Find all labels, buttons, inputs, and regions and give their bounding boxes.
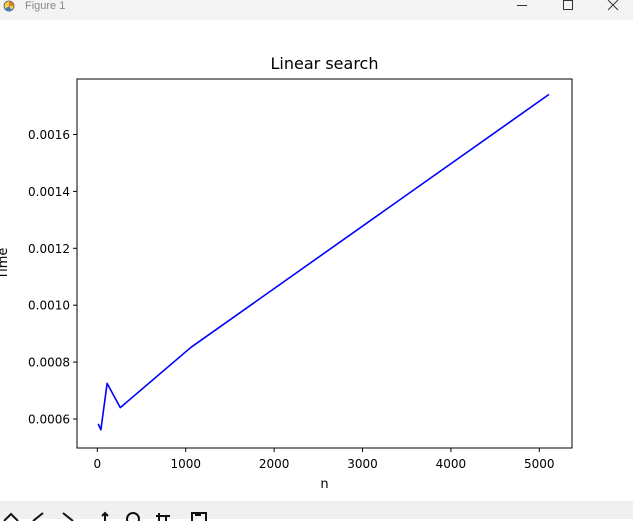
x-tick-label: 2000 [259, 457, 290, 471]
window-title: Figure 1 [25, 0, 66, 12]
home-button[interactable] [2, 511, 20, 521]
pan-icon [101, 511, 109, 521]
series-line [97, 93, 550, 431]
x-tick-label: 5000 [524, 457, 555, 471]
series-layer [97, 93, 550, 431]
pan-button[interactable] [96, 511, 114, 521]
y-tick-label: 0.0010 [28, 299, 70, 313]
x-tick-label: 4000 [436, 457, 467, 471]
zoom-icon [126, 512, 140, 521]
y-axis-label: Time [0, 248, 11, 281]
close-button[interactable] [590, 0, 633, 14]
chart-title: Linear search [271, 54, 379, 73]
x-tick-label: 1000 [170, 457, 201, 471]
forward-button[interactable] [58, 511, 76, 521]
x-axis-ticks: 0 1000 2000 3000 4000 5000 [94, 448, 555, 471]
axes-frame [76, 78, 573, 449]
back-icon [32, 512, 44, 521]
zoom-button[interactable] [124, 511, 142, 521]
minimize-button[interactable] [499, 0, 545, 14]
line-chart: Linear search n Time 0 1000 2000 3000 4000 50… [0, 54, 573, 492]
y-tick-label: 0.0016 [28, 128, 70, 142]
window-titlebar: Figure 1 [0, 0, 633, 20]
figure-canvas: Linear search n Time 0 1000 2000 3000 4000 50… [0, 20, 633, 501]
subplots-icon [156, 513, 170, 521]
maximize-button[interactable] [545, 0, 591, 14]
y-axis-ticks: 0.0006 0.0008 0.0010 0.0012 0.0014 0.0016 [28, 128, 77, 426]
save-button[interactable] [190, 511, 208, 521]
x-tick-label: 0 [94, 457, 102, 471]
forward-icon [62, 512, 74, 521]
navigation-toolbar [0, 501, 633, 521]
minimize-icon [517, 5, 527, 6]
y-tick-label: 0.0014 [28, 185, 70, 199]
y-tick-label: 0.0008 [28, 356, 70, 370]
x-axis-label: n [320, 477, 328, 492]
y-tick-label: 0.0012 [28, 242, 70, 256]
home-icon [3, 512, 19, 521]
maximize-icon [563, 0, 573, 10]
matplotlib-app-icon [3, 0, 15, 12]
back-button[interactable] [30, 511, 48, 521]
subplots-button[interactable] [154, 511, 172, 521]
x-tick-label: 3000 [347, 457, 378, 471]
save-icon [191, 512, 207, 521]
close-icon [607, 0, 619, 11]
y-tick-label: 0.0006 [28, 412, 70, 426]
